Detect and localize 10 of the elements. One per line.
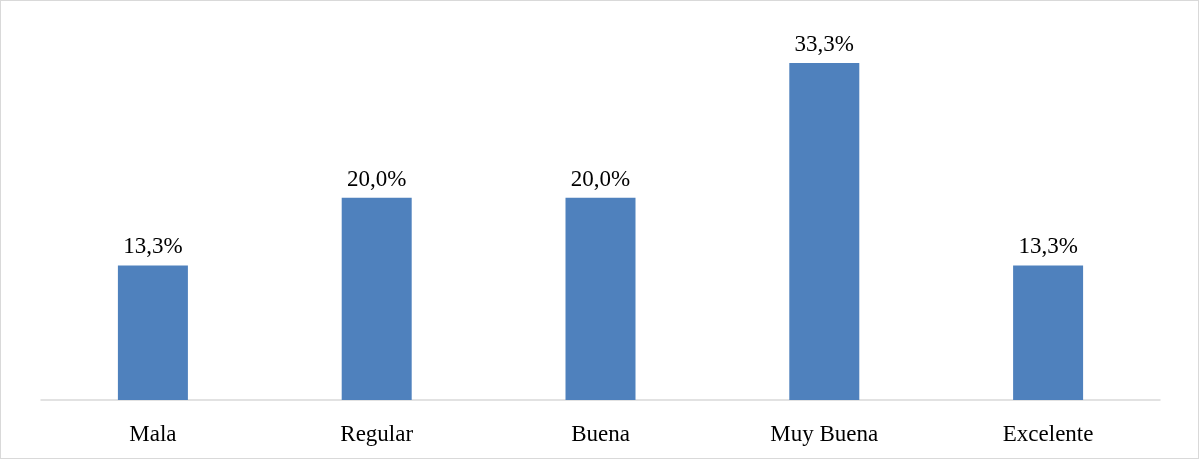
x-tick-label: Buena <box>571 421 630 446</box>
x-tick-label: Regular <box>340 421 414 446</box>
data-label: 13,3% <box>1018 233 1078 259</box>
x-tick-label: Excelente <box>1002 421 1094 446</box>
data-label: 13,3% <box>123 233 183 259</box>
x-tick-label: Muy Buena <box>770 421 879 446</box>
data-label: 20,0% <box>346 165 407 191</box>
data-label: 20,0% <box>570 165 631 191</box>
x-tick-label: Mala <box>129 421 177 446</box>
data-label: 33,3% <box>794 31 855 57</box>
